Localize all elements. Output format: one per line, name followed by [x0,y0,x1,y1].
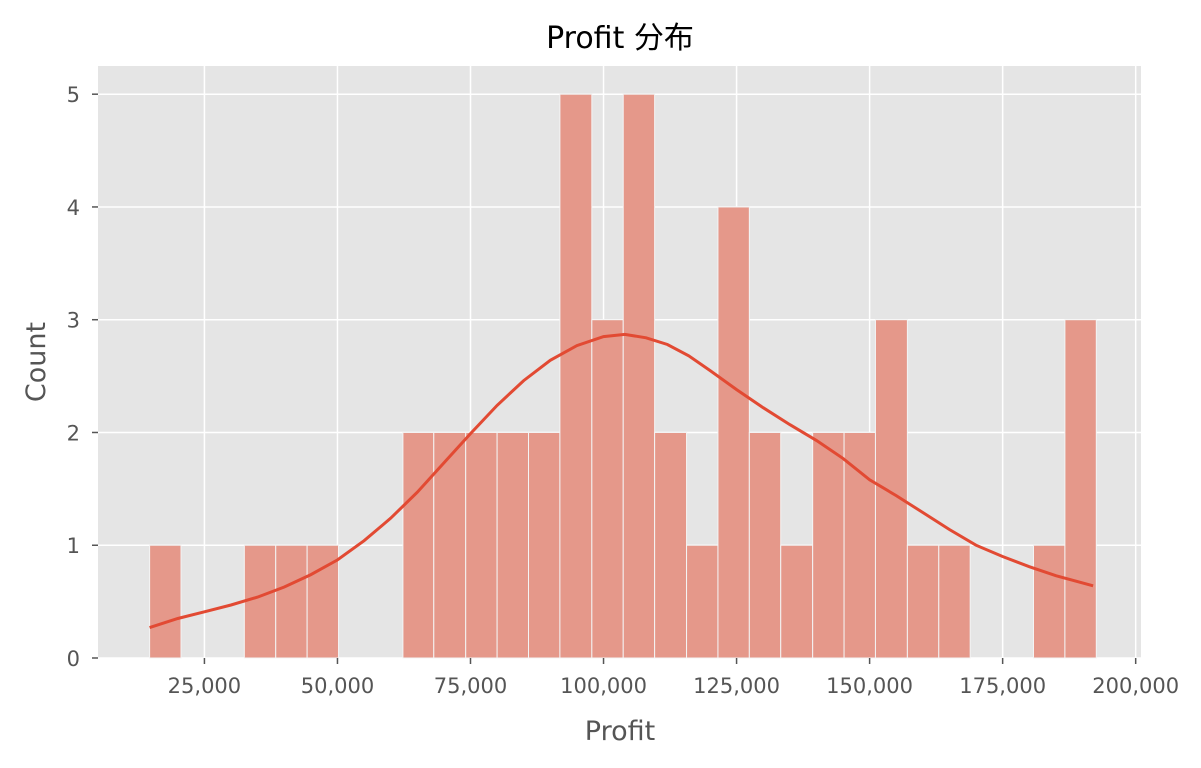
x-tick-label: 125,000 [693,674,780,698]
histogram-bar [591,319,624,659]
x-tick-label: 50,000 [301,674,374,698]
x-tick-label: 175,000 [959,674,1046,698]
histogram-bar [1033,544,1066,659]
kde-curve [149,332,1094,630]
x-tick-label: 25,000 [168,674,241,698]
y-tick-label: 2 [67,421,80,445]
y-tick-label: 4 [67,196,80,220]
histogram-bar [496,431,530,659]
y-tick-label: 0 [67,647,80,671]
histogram-bar [528,431,561,659]
histogram-bar [748,431,782,659]
y-tick-label: 5 [67,83,80,107]
x-tick-label: 75,000 [434,674,507,698]
histogram-bar [717,206,750,659]
y-tick-label: 3 [67,309,80,333]
histogram-bar [843,431,876,659]
x-axis-label: Profit [585,716,655,747]
histogram-bar [1064,319,1097,659]
histogram-bar [780,544,814,659]
histogram-bar [622,93,656,659]
histogram-bar [465,431,498,659]
histogram-bar [243,544,277,659]
x-tick-label: 200,000 [1092,674,1179,698]
chart-title: Profit 分布 [546,21,694,56]
histogram-bar [149,544,182,659]
histogram-bar [433,431,467,659]
x-tick-label: 100,000 [560,674,647,698]
y-axis-label: Count [21,322,52,402]
x-tick-label: 150,000 [826,674,913,698]
histogram-bar [906,544,940,659]
y-tick-label: 1 [67,534,80,558]
histogram-bar [938,544,971,659]
histogram-bar [275,544,308,659]
histogram-bar [402,431,435,659]
histogram-bar [654,431,688,659]
histogram-bar [686,544,719,659]
histogram-bar [559,93,593,659]
histogram-bar [306,544,340,659]
histogram-bar [812,431,845,659]
axis-ticks: 25,000 50,000 75,000 100,000 125,000 150,000 1… [67,83,1179,698]
histogram-bar [874,319,908,659]
